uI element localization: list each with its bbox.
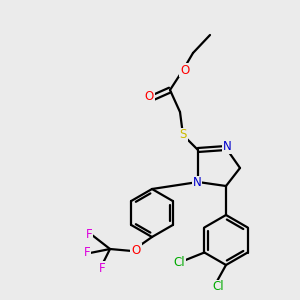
Text: O: O bbox=[144, 91, 154, 103]
Text: O: O bbox=[180, 64, 190, 76]
Text: F: F bbox=[84, 247, 90, 260]
Text: F: F bbox=[99, 262, 105, 275]
Text: N: N bbox=[193, 176, 201, 190]
Text: O: O bbox=[131, 244, 141, 256]
Text: F: F bbox=[86, 229, 92, 242]
Text: Cl: Cl bbox=[212, 280, 224, 293]
Text: S: S bbox=[179, 128, 187, 142]
Text: N: N bbox=[223, 140, 231, 154]
Text: Cl: Cl bbox=[173, 256, 185, 269]
